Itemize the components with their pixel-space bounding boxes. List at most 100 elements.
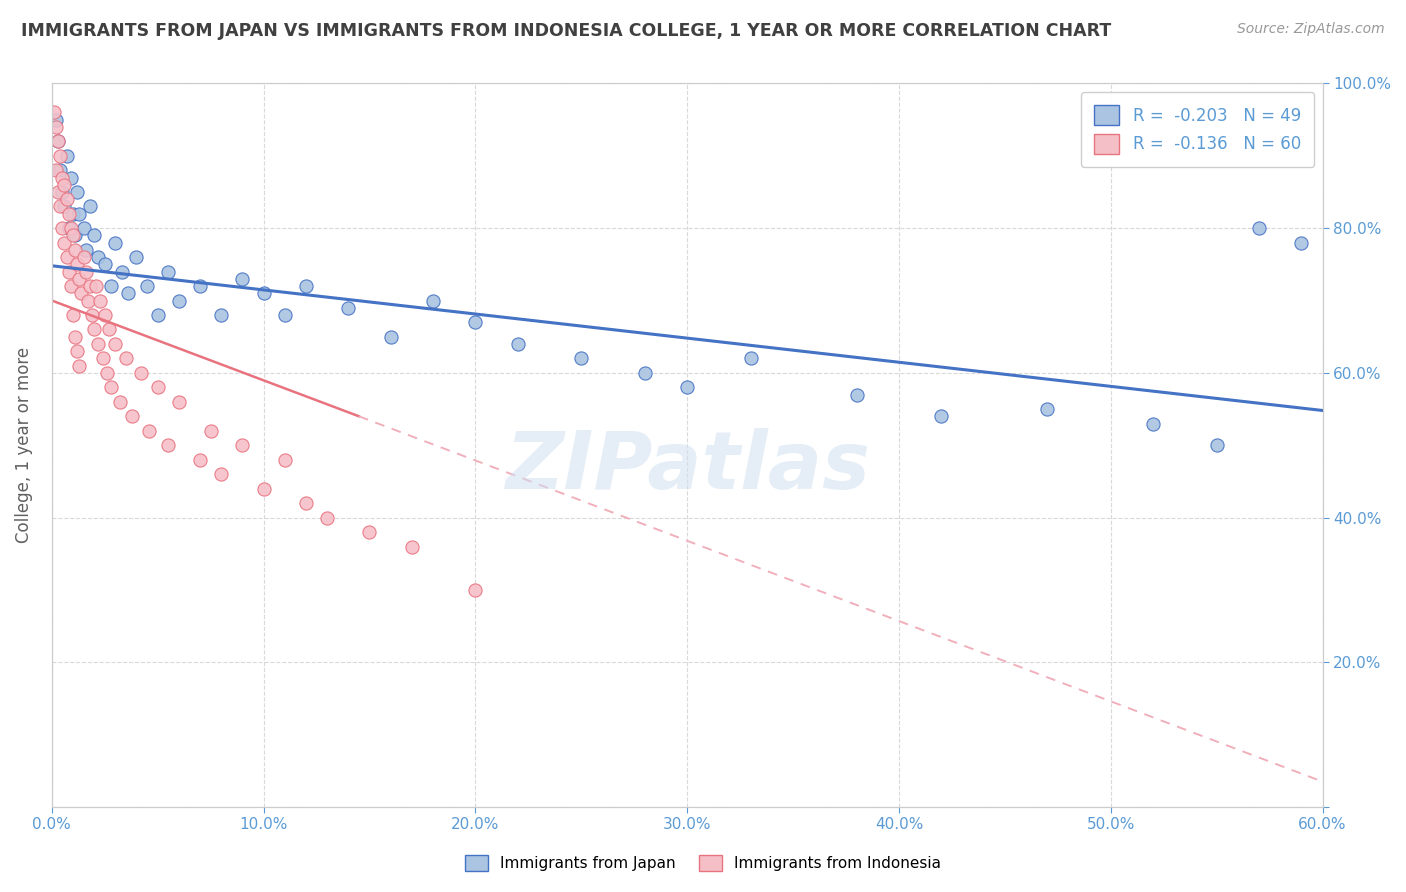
Point — [100, 380, 122, 394]
Point — [295, 496, 318, 510]
Point — [66, 344, 89, 359]
Point — [51, 170, 73, 185]
Point — [93, 308, 115, 322]
Point — [75, 264, 97, 278]
Point — [188, 279, 211, 293]
Point — [49, 149, 72, 163]
Point — [1247, 221, 1270, 235]
Point — [138, 424, 160, 438]
Point — [252, 286, 274, 301]
Point — [59, 221, 82, 235]
Point — [316, 510, 339, 524]
Point — [62, 207, 84, 221]
Point — [46, 185, 69, 199]
Point — [63, 329, 86, 343]
Point — [231, 272, 253, 286]
Point — [49, 163, 72, 178]
Point — [337, 301, 360, 315]
Point — [55, 250, 77, 264]
Point — [104, 235, 127, 250]
Legend: R =  -0.203   N = 49, R =  -0.136   N = 60: R = -0.203 N = 49, R = -0.136 N = 60 — [1081, 92, 1315, 168]
Point — [104, 337, 127, 351]
Point — [70, 286, 93, 301]
Point — [63, 228, 86, 243]
Point — [72, 250, 94, 264]
Point — [59, 170, 82, 185]
Point — [422, 293, 444, 308]
Point — [72, 221, 94, 235]
Point — [464, 582, 486, 597]
Point — [62, 228, 84, 243]
Text: IMMIGRANTS FROM JAPAN VS IMMIGRANTS FROM INDONESIA COLLEGE, 1 YEAR OR MORE CORRE: IMMIGRANTS FROM JAPAN VS IMMIGRANTS FROM… — [21, 22, 1111, 40]
Point — [97, 322, 120, 336]
Point — [569, 351, 592, 366]
Point — [157, 438, 180, 452]
Point — [121, 409, 143, 424]
Point — [115, 351, 138, 366]
Point — [42, 105, 65, 120]
Point — [295, 279, 318, 293]
Point — [188, 452, 211, 467]
Point — [157, 264, 180, 278]
Point — [53, 235, 76, 250]
Text: ZIPatlas: ZIPatlas — [505, 428, 870, 506]
Point — [62, 308, 84, 322]
Point — [209, 308, 232, 322]
Point — [93, 257, 115, 271]
Point — [401, 540, 423, 554]
Point — [100, 279, 122, 293]
Point — [46, 134, 69, 148]
Point — [51, 185, 73, 199]
Point — [55, 149, 77, 163]
Point — [129, 366, 152, 380]
Point — [125, 250, 148, 264]
Point — [108, 394, 131, 409]
Point — [45, 163, 67, 178]
Point — [67, 272, 90, 286]
Point — [209, 467, 232, 482]
Point — [931, 409, 953, 424]
Point — [59, 279, 82, 293]
Point — [66, 185, 89, 199]
Point — [83, 228, 105, 243]
Point — [91, 351, 114, 366]
Legend: Immigrants from Japan, Immigrants from Indonesia: Immigrants from Japan, Immigrants from I… — [458, 849, 948, 877]
Point — [87, 337, 110, 351]
Point — [146, 308, 169, 322]
Point — [136, 279, 159, 293]
Point — [75, 243, 97, 257]
Point — [506, 337, 529, 351]
Point — [51, 221, 73, 235]
Point — [740, 351, 762, 366]
Point — [676, 380, 699, 394]
Point — [87, 250, 110, 264]
Point — [53, 178, 76, 192]
Point — [274, 308, 297, 322]
Point — [464, 315, 486, 329]
Point — [79, 199, 101, 213]
Point — [111, 264, 134, 278]
Point — [231, 438, 253, 452]
Point — [58, 221, 80, 235]
Point — [845, 387, 868, 401]
Point — [380, 329, 402, 343]
Point — [67, 207, 90, 221]
Text: Source: ZipAtlas.com: Source: ZipAtlas.com — [1237, 22, 1385, 37]
Point — [45, 112, 67, 127]
Point — [79, 279, 101, 293]
Point — [84, 279, 107, 293]
Point — [1205, 438, 1227, 452]
Point — [274, 452, 297, 467]
Point — [46, 134, 69, 148]
Point — [58, 207, 80, 221]
Point — [146, 380, 169, 394]
Point — [117, 286, 139, 301]
Point — [49, 199, 72, 213]
Point — [359, 524, 381, 539]
Point — [252, 482, 274, 496]
Point — [80, 308, 103, 322]
Point — [96, 366, 118, 380]
Point — [1036, 402, 1059, 417]
Point — [1142, 417, 1164, 431]
Point — [1291, 235, 1313, 250]
